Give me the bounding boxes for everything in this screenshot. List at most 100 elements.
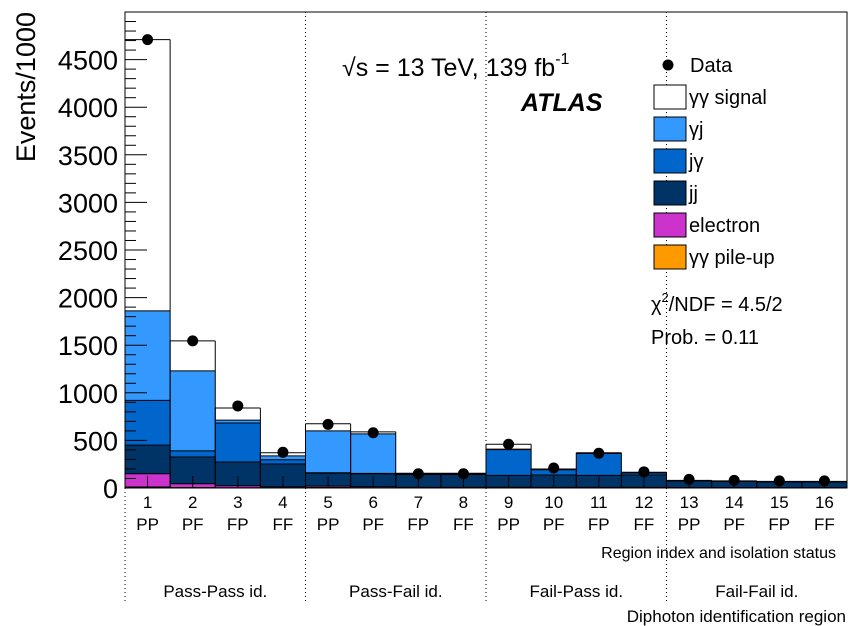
x-tick-label: 11: [590, 493, 608, 512]
legend-swatch: [653, 212, 687, 238]
identification-axis-label: Diphoton identification region: [627, 607, 846, 626]
data-point-6: [367, 427, 379, 439]
fit-chi2: χ2/NDF = 4.5/2: [651, 290, 783, 316]
legend-label: electron: [689, 215, 760, 237]
bar-segment-j-2: [170, 370, 216, 451]
data-point-4: [277, 446, 289, 458]
bar-segment-j-9: [486, 449, 532, 476]
y-tick-label: 1000: [58, 379, 118, 409]
x-tick-label: 2: [188, 493, 197, 512]
y-tick-label: 2500: [58, 236, 118, 266]
legend: Data γγ signal γj jγ jj electron γγ pile-up: [653, 55, 775, 270]
isolation-status-label: PP: [317, 515, 340, 534]
bars-layer: [125, 39, 848, 488]
isolation-status-label: FF: [814, 515, 835, 534]
legend-label: jj: [688, 183, 698, 205]
bar-segment-j-3: [215, 422, 261, 463]
data-point-1: [142, 34, 154, 46]
isolation-status-label: PF: [182, 515, 204, 534]
x-tick-label: 4: [278, 493, 287, 512]
legend-data-marker: [662, 59, 674, 71]
x-tick-label: 9: [504, 493, 513, 512]
bar-segment-j-1: [125, 310, 171, 401]
x-tick-label: 16: [815, 493, 834, 512]
energy-label: √s = 13 TeV, 139 fb-1: [342, 51, 570, 82]
isolation-status-label: FF: [453, 515, 474, 534]
x-tick-label: 14: [725, 493, 744, 512]
y-axis-label: Events/1000: [11, 12, 41, 162]
x-tick-label: 10: [544, 493, 563, 512]
x-tick-label: 13: [680, 493, 699, 512]
x-tick-label: 3: [233, 493, 242, 512]
identification-group-label: Fail-Pass id.: [530, 582, 624, 601]
region-axis-label: Region index and isolation status: [601, 545, 836, 562]
x-axis: 1 PP 2 PF 3 FP 4 FF 5 PP 6 PF 7 FP 8 FF 9 PP 10 PF 11 FP 12 FF 1…: [136, 476, 835, 534]
y-tick-label: 2000: [58, 284, 118, 314]
x-tick-label: 12: [634, 493, 653, 512]
bar-segment-signal-1: [125, 39, 171, 311]
fit-probability: Prob. = 0.11: [651, 327, 759, 349]
bar-segment-jj-3: [215, 462, 261, 486]
isolation-status-label: PP: [136, 515, 159, 534]
y-tick-label: 3000: [58, 188, 118, 218]
legend-swatch: [653, 148, 687, 174]
isolation-status-label: PF: [362, 515, 384, 534]
data-point-7: [412, 468, 424, 480]
data-point-3: [232, 400, 244, 412]
y-tick-label: 4500: [58, 46, 118, 76]
isolation-status-label: PP: [678, 515, 701, 534]
identification-groups: Pass-Pass id. Pass-Fail id. Fail-Pass id. F…: [163, 582, 798, 601]
data-point-5: [322, 418, 334, 430]
x-tick-label: 5: [323, 493, 332, 512]
y-tick-label: 500: [73, 426, 118, 456]
y-tick-label: 0: [103, 474, 118, 504]
bar-segment-j-2: [170, 450, 216, 458]
x-tick-label: 1: [143, 493, 152, 512]
x-tick-label: 7: [414, 493, 423, 512]
isolation-status-label: PF: [723, 515, 745, 534]
x-tick-label: 15: [770, 493, 789, 512]
isolation-status-label: FP: [768, 515, 790, 534]
legend-swatch: [653, 244, 687, 270]
data-point-9: [503, 438, 515, 450]
y-axis: 0 500 1000 1500 2000 2500 3000 3500 4000 4500: [58, 21, 147, 504]
data-point-12: [638, 466, 650, 478]
legend-swatch: [653, 180, 687, 206]
isolation-status-label: FF: [273, 515, 294, 534]
bar-segment-j-11: [576, 453, 622, 476]
isolation-status-label: FP: [588, 515, 610, 534]
isolation-status-label: FF: [634, 515, 655, 534]
legend-label: γγ pile-up: [689, 247, 775, 269]
dividers-layer: [124, 12, 667, 604]
identification-group-label: Pass-Fail id.: [349, 582, 443, 601]
data-point-2: [187, 335, 199, 347]
bar-segment-j-6: [350, 433, 396, 474]
bar-segment-j-4: [260, 455, 306, 460]
isolation-status-label: PF: [543, 515, 565, 534]
legend-data-label: Data: [690, 55, 733, 77]
experiment-label: ATLAS: [520, 89, 603, 117]
legend-swatch: [653, 84, 687, 110]
bar-segment-jj-4: [260, 464, 306, 487]
x-tick-label: 6: [368, 493, 377, 512]
bar-segment-j-3: [215, 420, 261, 423]
identification-group-label: Fail-Fail id.: [715, 582, 798, 601]
legend-label: γj: [689, 119, 703, 141]
legend-label: γγ signal: [689, 87, 767, 109]
bar-segment-j-1: [125, 400, 171, 446]
isolation-status-label: PP: [497, 515, 520, 534]
identification-group-label: Pass-Pass id.: [163, 582, 267, 601]
y-tick-label: 1500: [58, 331, 118, 361]
y-tick-label: 4000: [58, 93, 118, 123]
legend-label: jγ: [688, 151, 703, 173]
y-tick-label: 3500: [58, 141, 118, 171]
isolation-status-label: FP: [227, 515, 249, 534]
bar-segment-j-4: [260, 459, 306, 465]
legend-swatch: [653, 116, 687, 142]
data-point-11: [593, 447, 605, 459]
data-point-10: [548, 462, 560, 474]
data-point-8: [457, 468, 469, 480]
bar-segment-j-5: [305, 430, 351, 473]
bar-segment-signal-3: [215, 408, 261, 421]
